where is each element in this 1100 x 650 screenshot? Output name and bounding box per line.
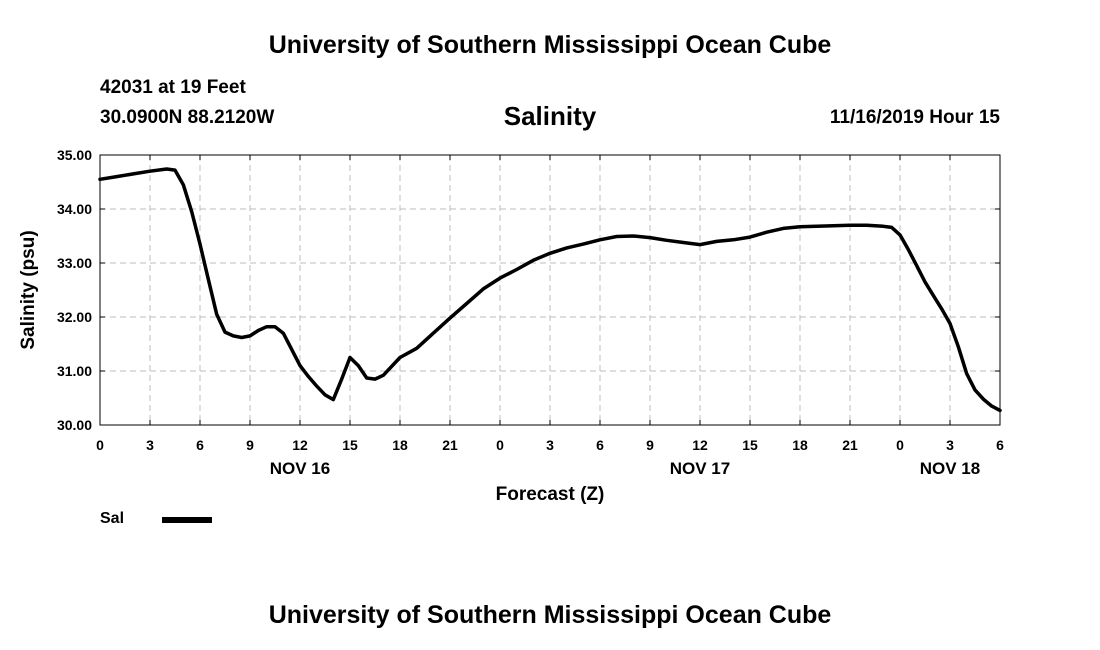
x-tick-label: 12 xyxy=(292,437,308,453)
series-line-sal xyxy=(98,167,1002,413)
legend-line-swatch xyxy=(162,517,212,523)
legend-label: Sal xyxy=(100,510,125,527)
axes: 0 3 6 9 12 15 18 21 0 3 6 9 12 15 18 21 0 3 6 30.00 31.00 32.… xyxy=(18,147,1004,505)
footer-title: University of Southern Mississippi Ocean… xyxy=(268,601,832,629)
y-tick-label: 32.00 xyxy=(57,309,92,325)
y-tick-label: 33.00 xyxy=(57,255,92,271)
x-tick-label: 9 xyxy=(246,437,254,453)
day-label: NOV 18 xyxy=(920,459,980,478)
coordinates-label: 30.0900N 88.2120W xyxy=(100,107,275,128)
x-axis-title: Forecast (Z) xyxy=(496,484,605,505)
page-title: University of Southern Mississippi Ocean… xyxy=(268,31,832,59)
x-tick-label: 9 xyxy=(646,437,654,453)
x-tick-label: 15 xyxy=(742,437,758,453)
day-label: NOV 16 xyxy=(270,459,330,478)
x-tick-label: 3 xyxy=(146,437,154,453)
x-tick-label: 18 xyxy=(792,437,808,453)
day-label: NOV 17 xyxy=(670,459,730,478)
y-tick-label: 34.00 xyxy=(57,201,92,217)
y-tick-label: 35.00 xyxy=(57,147,92,163)
x-tick-label: 18 xyxy=(392,437,408,453)
x-tick-label: 6 xyxy=(596,437,604,453)
y-tick-label: 31.00 xyxy=(57,363,92,379)
station-label: 42031 at 19 Feet xyxy=(100,77,246,98)
x-tick-label: 0 xyxy=(496,437,504,453)
chart-title: Salinity xyxy=(503,101,597,131)
x-tick-label: 6 xyxy=(996,437,1004,453)
forecast-timestamp: 11/16/2019 Hour 15 xyxy=(829,107,1000,128)
x-tick-label: 0 xyxy=(96,437,104,453)
grid xyxy=(100,155,1000,425)
y-tick-label: 30.00 xyxy=(57,417,92,433)
series-layer xyxy=(98,167,1002,413)
x-tick-label: 3 xyxy=(946,437,954,453)
x-tick-label: 21 xyxy=(842,437,858,453)
x-tick-label: 15 xyxy=(342,437,358,453)
x-tick-label: 3 xyxy=(546,437,554,453)
x-tick-label: 12 xyxy=(692,437,708,453)
x-tick-label: 6 xyxy=(196,437,204,453)
x-tick-label: 21 xyxy=(442,437,458,453)
y-axis-title: Salinity (psu) xyxy=(18,230,39,349)
x-tick-label: 0 xyxy=(896,437,904,453)
